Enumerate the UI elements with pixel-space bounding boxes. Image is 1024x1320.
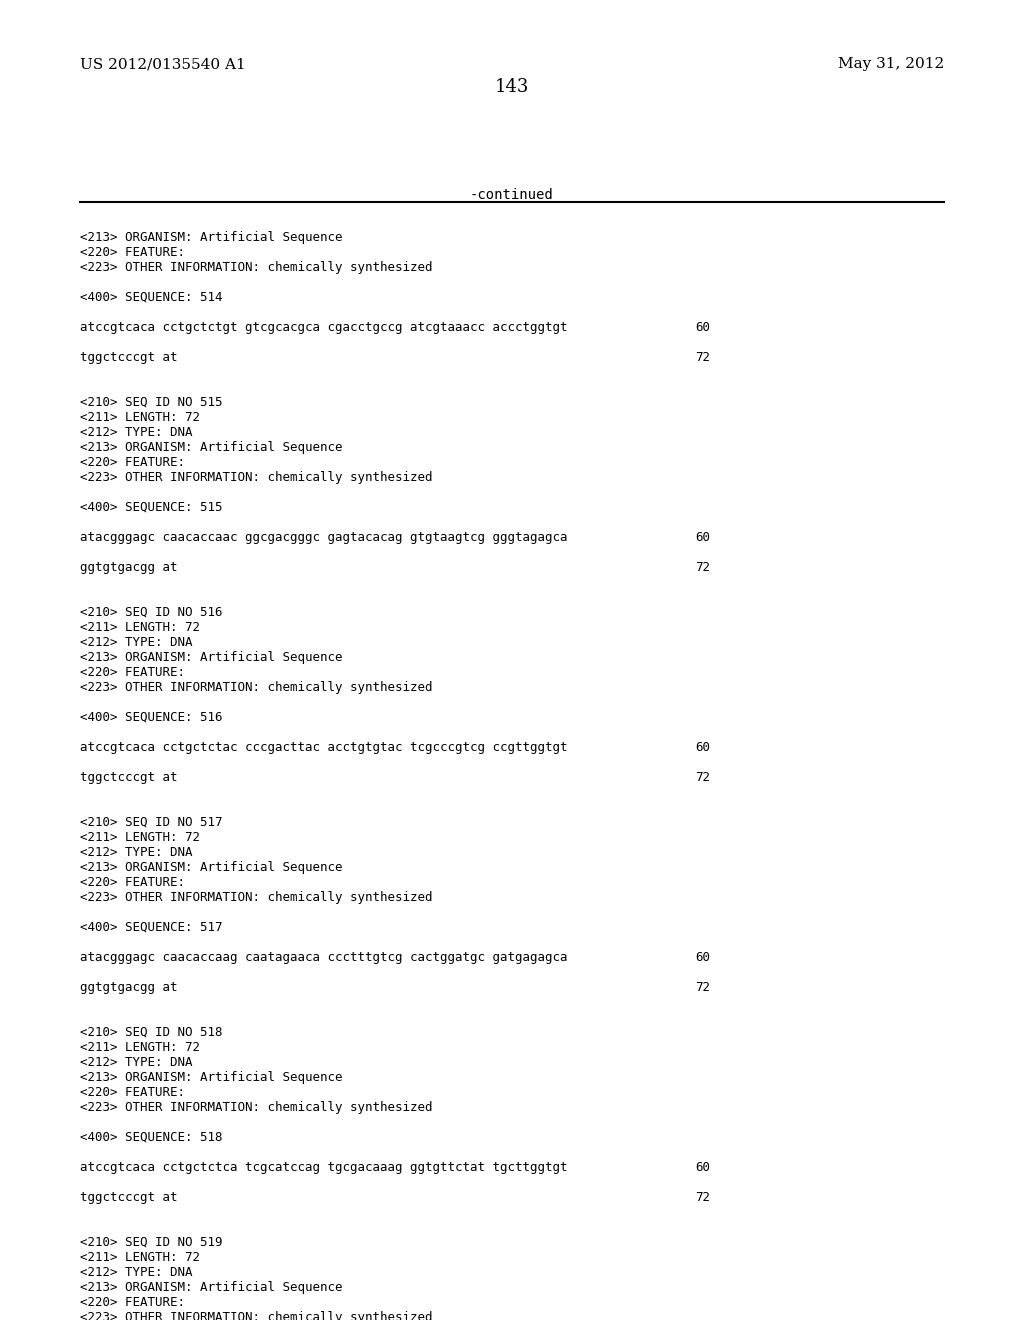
Text: tggctcccgt at: tggctcccgt at xyxy=(80,771,177,784)
Text: <213> ORGANISM: Artificial Sequence: <213> ORGANISM: Artificial Sequence xyxy=(80,651,342,664)
Text: <210> SEQ ID NO 516: <210> SEQ ID NO 516 xyxy=(80,606,222,619)
Text: tggctcccgt at: tggctcccgt at xyxy=(80,351,177,364)
Text: <223> OTHER INFORMATION: chemically synthesized: <223> OTHER INFORMATION: chemically synt… xyxy=(80,681,432,694)
Text: <212> TYPE: DNA: <212> TYPE: DNA xyxy=(80,1056,193,1069)
Text: 143: 143 xyxy=(495,78,529,96)
Text: tggctcccgt at: tggctcccgt at xyxy=(80,1191,177,1204)
Text: <211> LENGTH: 72: <211> LENGTH: 72 xyxy=(80,411,200,424)
Text: <400> SEQUENCE: 516: <400> SEQUENCE: 516 xyxy=(80,711,222,723)
Text: atccgtcaca cctgctctca tcgcatccag tgcgacaaag ggtgttctat tgcttggtgt: atccgtcaca cctgctctca tcgcatccag tgcgaca… xyxy=(80,1162,567,1173)
Text: <213> ORGANISM: Artificial Sequence: <213> ORGANISM: Artificial Sequence xyxy=(80,1071,342,1084)
Text: <223> OTHER INFORMATION: chemically synthesized: <223> OTHER INFORMATION: chemically synt… xyxy=(80,471,432,484)
Text: -continued: -continued xyxy=(470,187,554,202)
Text: <213> ORGANISM: Artificial Sequence: <213> ORGANISM: Artificial Sequence xyxy=(80,861,342,874)
Text: ggtgtgacgg at: ggtgtgacgg at xyxy=(80,561,177,574)
Text: <223> OTHER INFORMATION: chemically synthesized: <223> OTHER INFORMATION: chemically synt… xyxy=(80,891,432,904)
Text: <210> SEQ ID NO 518: <210> SEQ ID NO 518 xyxy=(80,1026,222,1039)
Text: <213> ORGANISM: Artificial Sequence: <213> ORGANISM: Artificial Sequence xyxy=(80,231,342,244)
Text: <210> SEQ ID NO 517: <210> SEQ ID NO 517 xyxy=(80,816,222,829)
Text: <211> LENGTH: 72: <211> LENGTH: 72 xyxy=(80,1251,200,1265)
Text: <210> SEQ ID NO 519: <210> SEQ ID NO 519 xyxy=(80,1236,222,1249)
Text: US 2012/0135540 A1: US 2012/0135540 A1 xyxy=(80,57,246,71)
Text: <212> TYPE: DNA: <212> TYPE: DNA xyxy=(80,636,193,649)
Text: 72: 72 xyxy=(695,981,710,994)
Text: atacgggagc caacaccaac ggcgacgggc gagtacacag gtgtaagtcg gggtagagca: atacgggagc caacaccaac ggcgacgggc gagtaca… xyxy=(80,531,567,544)
Text: <220> FEATURE:: <220> FEATURE: xyxy=(80,876,185,888)
Text: <210> SEQ ID NO 515: <210> SEQ ID NO 515 xyxy=(80,396,222,409)
Text: atacgggagc caacaccaag caatagaaca ccctttgtcg cactggatgc gatgagagca: atacgggagc caacaccaag caatagaaca ccctttg… xyxy=(80,950,567,964)
Text: <212> TYPE: DNA: <212> TYPE: DNA xyxy=(80,846,193,859)
Text: <223> OTHER INFORMATION: chemically synthesized: <223> OTHER INFORMATION: chemically synt… xyxy=(80,1101,432,1114)
Text: <213> ORGANISM: Artificial Sequence: <213> ORGANISM: Artificial Sequence xyxy=(80,441,342,454)
Text: <400> SEQUENCE: 518: <400> SEQUENCE: 518 xyxy=(80,1131,222,1144)
Text: May 31, 2012: May 31, 2012 xyxy=(838,57,944,71)
Text: ggtgtgacgg at: ggtgtgacgg at xyxy=(80,981,177,994)
Text: <220> FEATURE:: <220> FEATURE: xyxy=(80,455,185,469)
Text: <211> LENGTH: 72: <211> LENGTH: 72 xyxy=(80,620,200,634)
Text: 72: 72 xyxy=(695,1191,710,1204)
Text: atccgtcaca cctgctctac cccgacttac acctgtgtac tcgcccgtcg ccgttggtgt: atccgtcaca cctgctctac cccgacttac acctgtg… xyxy=(80,741,567,754)
Text: <400> SEQUENCE: 517: <400> SEQUENCE: 517 xyxy=(80,921,222,935)
Text: 60: 60 xyxy=(695,950,710,964)
Text: <220> FEATURE:: <220> FEATURE: xyxy=(80,667,185,678)
Text: <223> OTHER INFORMATION: chemically synthesized: <223> OTHER INFORMATION: chemically synt… xyxy=(80,261,432,275)
Text: 60: 60 xyxy=(695,741,710,754)
Text: <212> TYPE: DNA: <212> TYPE: DNA xyxy=(80,426,193,440)
Text: 72: 72 xyxy=(695,771,710,784)
Text: 72: 72 xyxy=(695,351,710,364)
Text: 72: 72 xyxy=(695,561,710,574)
Text: 60: 60 xyxy=(695,531,710,544)
Text: <220> FEATURE:: <220> FEATURE: xyxy=(80,1086,185,1100)
Text: <211> LENGTH: 72: <211> LENGTH: 72 xyxy=(80,1041,200,1053)
Text: <211> LENGTH: 72: <211> LENGTH: 72 xyxy=(80,832,200,843)
Text: 60: 60 xyxy=(695,1162,710,1173)
Text: <212> TYPE: DNA: <212> TYPE: DNA xyxy=(80,1266,193,1279)
Text: <213> ORGANISM: Artificial Sequence: <213> ORGANISM: Artificial Sequence xyxy=(80,1280,342,1294)
Text: 60: 60 xyxy=(695,321,710,334)
Text: <400> SEQUENCE: 514: <400> SEQUENCE: 514 xyxy=(80,290,222,304)
Text: <223> OTHER INFORMATION: chemically synthesized: <223> OTHER INFORMATION: chemically synt… xyxy=(80,1311,432,1320)
Text: <220> FEATURE:: <220> FEATURE: xyxy=(80,1296,185,1309)
Text: <400> SEQUENCE: 515: <400> SEQUENCE: 515 xyxy=(80,502,222,513)
Text: atccgtcaca cctgctctgt gtcgcacgca cgacctgccg atcgtaaacc accctggtgt: atccgtcaca cctgctctgt gtcgcacgca cgacctg… xyxy=(80,321,567,334)
Text: <220> FEATURE:: <220> FEATURE: xyxy=(80,246,185,259)
